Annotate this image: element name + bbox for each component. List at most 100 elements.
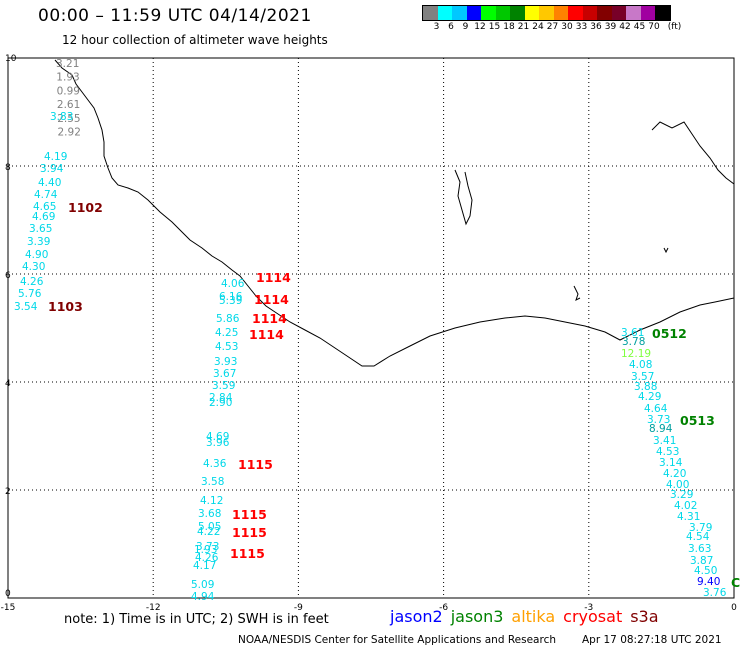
y-tick-label: 0: [5, 589, 11, 599]
color-scale-label: 45: [633, 22, 646, 32]
wave-height-label: 4.74: [34, 189, 58, 201]
color-scale-label: (ft): [667, 22, 682, 32]
color-swatch: [611, 6, 626, 20]
wave-height-label: 4.29: [638, 391, 661, 403]
wave-height-label: 4.69: [32, 211, 55, 223]
color-scale-label: 6: [448, 22, 454, 32]
wave-height-label: 3.88: [634, 381, 657, 393]
color-swatch: [553, 6, 568, 20]
color-scale-label: 15: [488, 22, 501, 32]
pass-time-label: 1114: [252, 311, 287, 326]
pass-time-label: 1115: [232, 525, 267, 540]
pass-time-label: 1114: [256, 270, 291, 285]
credit-org: NOAA/NESDIS Center for Satellite Applica…: [238, 634, 556, 646]
island-hispaniola: [651, 121, 735, 185]
wave-height-label: 3.68: [198, 508, 221, 520]
wave-height-label: 3.29: [670, 489, 693, 501]
wave-height-label: 3.63: [688, 543, 711, 555]
color-scale-label: 3: [433, 22, 440, 32]
wave-height-label: 4.02: [674, 500, 697, 512]
color-swatch: [655, 6, 670, 20]
coastline-main: [54, 59, 735, 367]
wave-height-label: 4.40: [38, 177, 61, 189]
wave-height-label: 2.90: [209, 397, 232, 409]
color-scale-label: 33: [575, 22, 588, 32]
color-scale-label: 30: [561, 22, 573, 32]
color-swatch: [597, 6, 612, 20]
wave-height-label: 4.17: [193, 560, 216, 572]
wave-height-label: 1.93: [56, 72, 79, 84]
wave-height-label: 3.79: [689, 522, 712, 534]
wave-height-label: 4.26: [20, 276, 44, 288]
pass-time-label: 1115: [230, 546, 265, 561]
pass-time-label: C: [731, 575, 740, 590]
wave-height-label: 3.96: [206, 437, 230, 449]
color-scale-bar: [422, 5, 671, 21]
wave-height-label: 5.39: [219, 295, 242, 307]
island-small: [573, 285, 581, 301]
wave-height-label: 4.94: [191, 591, 215, 603]
pass-time-label: 1114: [254, 292, 289, 307]
wave-height-label: 3.14: [659, 457, 683, 469]
wave-height-label: 2.61: [57, 99, 80, 111]
wave-height-label: 8.94: [649, 423, 673, 435]
pass-time-label: 1115: [232, 507, 267, 522]
wave-height-label: 3.76: [703, 587, 727, 599]
wave-height-label: 3.93: [214, 356, 237, 368]
legend-jason3: jason3: [450, 607, 504, 626]
color-swatch: [452, 6, 467, 20]
wave-height-label: 3.58: [201, 476, 224, 488]
x-tick-label: -15: [1, 603, 16, 613]
legend-cryosat: cryosat: [563, 607, 623, 626]
wave-height-label: 4.30: [22, 261, 45, 273]
color-swatch: [524, 6, 539, 20]
wave-height-label: 4.53: [215, 341, 238, 353]
pass-time-label: 1114: [249, 327, 284, 342]
color-swatch: [539, 6, 554, 20]
time-labels: 1102110311141114111411141115111511151115…: [48, 200, 740, 590]
wave-height-label: 2.92: [58, 127, 81, 139]
y-tick-label: 6: [5, 271, 11, 281]
wave-height-label: 4.54: [686, 531, 710, 543]
wave-height-label: 3.83: [50, 111, 73, 123]
pass-time-label: 1115: [238, 457, 273, 472]
wave-height-label: 12.19: [621, 348, 651, 360]
color-scale-labels: 3 6 9 12 15 18 21 24 27 30 33 36 39 42 45 70 (ft): [422, 22, 740, 34]
wave-height-label: 4.31: [677, 511, 700, 523]
wave-height-label: 3.94: [40, 163, 64, 175]
color-swatch: [495, 6, 510, 20]
wave-height-label: 4.06: [221, 278, 245, 290]
wave-height-label: 3.39: [27, 236, 50, 248]
color-swatch: [481, 6, 496, 20]
wave-height-label: 4.90: [25, 249, 48, 261]
wave-height-label: 4.64: [644, 403, 668, 415]
wave-height-label: 4.65: [33, 201, 56, 213]
island-small-2: [663, 247, 669, 254]
color-scale-label: 27: [546, 22, 559, 32]
page-subtitle: 12 hour collection of altimeter wave hei…: [62, 33, 328, 47]
legend-altika: altika: [511, 607, 556, 626]
wave-height-label: 5.76: [18, 288, 42, 300]
wave-height-label: 4.19: [44, 151, 67, 163]
y-tick-label: 10: [5, 54, 17, 64]
pass-time-label: 1103: [48, 299, 83, 314]
footnote: note: 1) Time is in UTC; 2) SWH is in fe…: [64, 612, 329, 627]
map-frame: [7, 57, 735, 599]
legend-jason2: jason2: [390, 607, 443, 626]
wave-height-label: 4.25: [215, 327, 238, 339]
color-scale-label: 24: [532, 22, 544, 32]
wave-height-label: 4.22: [197, 526, 220, 538]
pass-time-label: 0512: [652, 326, 687, 341]
color-swatch: [423, 6, 438, 20]
credit-timestamp: Apr 17 08:27:18 UTC 2021: [582, 634, 722, 646]
x-tick-label: -3: [584, 603, 593, 613]
wave-height-label: 0.99: [57, 85, 80, 97]
color-scale-label: 36: [590, 22, 602, 32]
coastline: [54, 59, 735, 367]
wave-height-label: 4.20: [663, 468, 686, 480]
wave-height-label: 4.26: [195, 552, 219, 564]
color-swatch: [466, 6, 481, 20]
satellite-tracks: 3.211.930.992.612.552.923.834.193.944.40…: [14, 58, 727, 603]
y-tick-label: 4: [5, 379, 11, 389]
wave-height-label: 4.08: [629, 359, 652, 371]
